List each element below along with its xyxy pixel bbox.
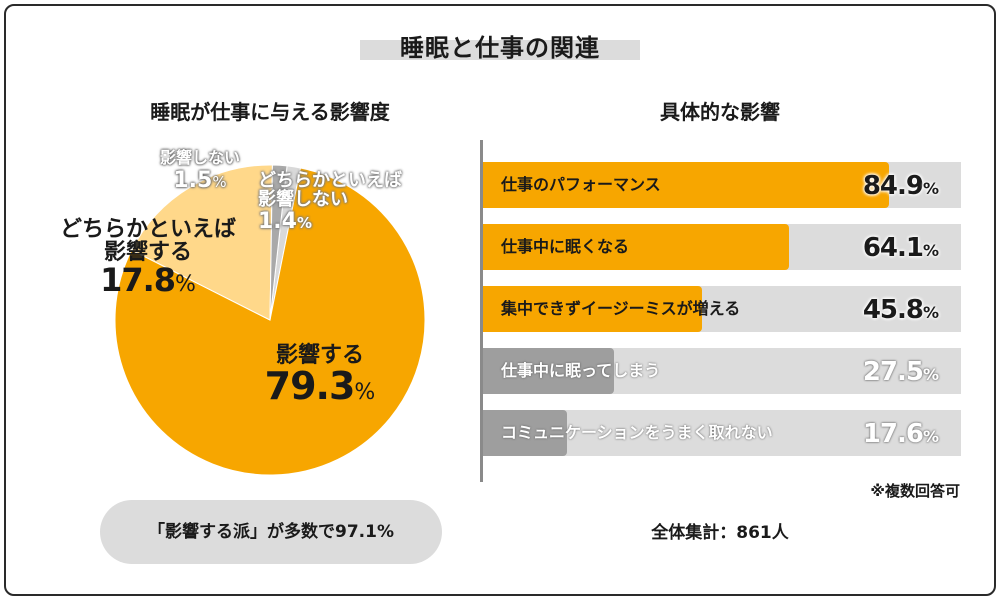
bar-category-label: 仕事中に眠ってしまう bbox=[501, 361, 661, 380]
label-no-affect-text: 影響しない bbox=[159, 148, 240, 167]
note-multiple-answers: ※複数回答可 bbox=[870, 482, 960, 500]
bar-sleepy-at-work: 仕事中に眠くなる 64.1% bbox=[483, 224, 961, 270]
bar-value-number: 45.8 bbox=[862, 295, 924, 325]
bar-value-unit: % bbox=[922, 241, 939, 260]
label-affects: 影響する 79.3% bbox=[250, 344, 390, 407]
bar-fall-asleep: 仕事中に眠ってしまう 27.5% bbox=[483, 348, 961, 394]
bar-fill bbox=[483, 286, 702, 332]
label-no-affect-pct: 1.5 bbox=[173, 167, 213, 193]
label-no-affect-unit: % bbox=[212, 172, 227, 191]
page-title: 睡眠と仕事の関連 bbox=[400, 34, 600, 62]
bar-fill bbox=[483, 162, 889, 208]
label-rather-no-text2: 影響しない bbox=[258, 188, 348, 210]
bar-value-number: 17.6 bbox=[862, 419, 924, 449]
label-no-affect: 影響しない 1.5% bbox=[140, 148, 260, 193]
title-block: 睡眠と仕事の関連 bbox=[360, 26, 640, 62]
bar-value-label: 27.5% bbox=[863, 348, 939, 399]
bar-careless-mistakes: 集中できずイージーミスが増える 45.8% bbox=[483, 286, 961, 332]
bar-value-label: 45.8% bbox=[863, 286, 939, 337]
label-rather-affects-text2: 影響する bbox=[103, 240, 192, 266]
bar-category-label: 集中できずイージーミスが増える bbox=[501, 299, 741, 318]
bar-value-unit: % bbox=[922, 365, 939, 384]
label-rather-no-text1: どちらかといえば bbox=[258, 170, 402, 191]
label-rather-no-affect: どちらかといえば 影響しない 1.4% bbox=[258, 170, 428, 234]
bar-communication: コミュニケーションをうまく取れない 17.6% bbox=[483, 410, 961, 456]
bar-value-unit: % bbox=[922, 427, 939, 446]
label-rather-affects: どちらかといえば 影響する 17.8% bbox=[38, 218, 258, 298]
bar-fill bbox=[483, 410, 568, 456]
total-count: 全体集計：861人 bbox=[651, 523, 789, 543]
slice-affects bbox=[114, 167, 426, 476]
slice-rather-affects bbox=[131, 164, 273, 321]
bar-value-unit: % bbox=[922, 303, 939, 322]
bar-fill bbox=[483, 224, 790, 270]
bar-fill bbox=[483, 348, 615, 394]
label-rather-affects-unit: % bbox=[175, 272, 196, 298]
bar-category-label: コミュニケーションをうまく取れない bbox=[501, 423, 773, 442]
bar-value-number: 64.1 bbox=[862, 233, 924, 263]
bar-chart-title: 具体的な影響 bbox=[660, 100, 780, 124]
label-affects-pct: 79.3 bbox=[264, 364, 356, 409]
label-rather-no-pct: 1.4 bbox=[258, 208, 297, 234]
bar-category-label: 仕事中に眠くなる bbox=[501, 237, 630, 256]
label-rather-no-unit: % bbox=[296, 213, 313, 232]
label-rather-affects-text1: どちらかといえば bbox=[59, 217, 236, 242]
bar-value-label: 64.1% bbox=[863, 224, 939, 275]
bar-value-label: 84.9% bbox=[863, 162, 939, 213]
label-rather-affects-pct: 17.8 bbox=[100, 261, 176, 300]
pie-title: 睡眠が仕事に与える影響度 bbox=[150, 100, 390, 124]
bar-performance: 仕事のパフォーマンス 84.9% bbox=[483, 162, 961, 208]
bar-category-label: 仕事のパフォーマンス bbox=[501, 175, 661, 194]
bar-value-number: 84.9 bbox=[862, 171, 924, 201]
bar-value-unit: % bbox=[922, 179, 939, 198]
label-affects-unit: % bbox=[354, 380, 376, 406]
label-affects-text: 影響する bbox=[275, 343, 364, 368]
summary-pill: 「影響する派」が多数で97.1% bbox=[100, 500, 442, 564]
title-highlight bbox=[360, 40, 640, 60]
slice-no-affect bbox=[269, 164, 288, 321]
bar-value-number: 27.5 bbox=[862, 357, 924, 387]
bar-value-label: 17.6% bbox=[863, 410, 939, 461]
bar-axis bbox=[480, 140, 483, 482]
